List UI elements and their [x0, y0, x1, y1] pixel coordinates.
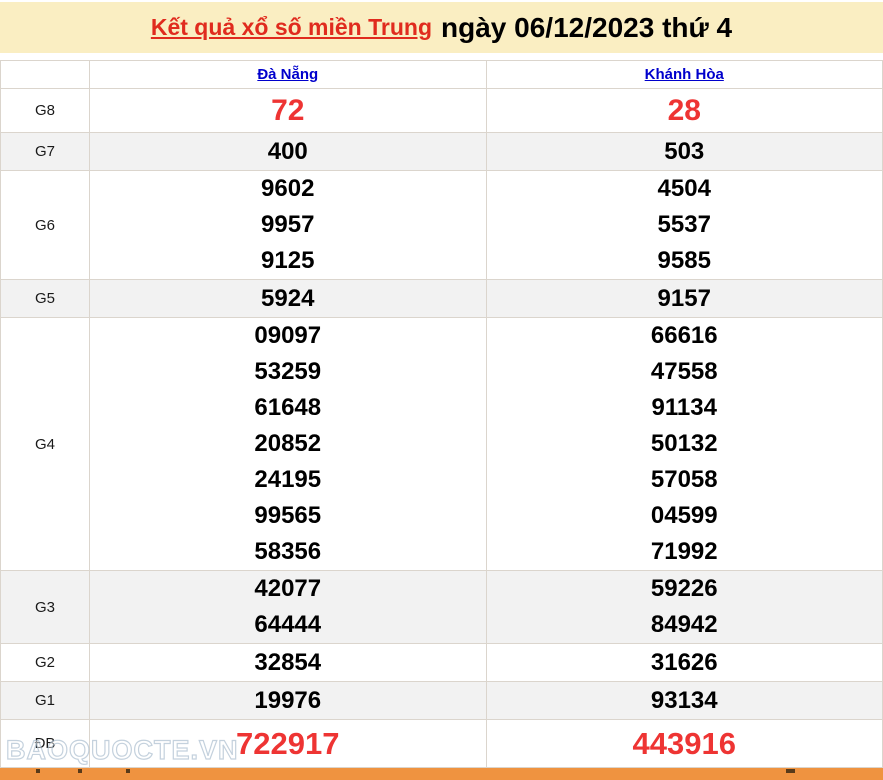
prize-label: ĐB	[0, 719, 90, 768]
number-value: 57058	[650, 466, 718, 493]
number-value: 66616	[650, 322, 718, 349]
prize-numbers-da-nang: 32854	[89, 643, 487, 682]
prize-numbers-khanh-hoa: 31626	[485, 643, 883, 682]
number-value: 5924	[261, 284, 315, 312]
number-value: 400	[267, 137, 308, 165]
prize-numbers-da-nang: 722917	[89, 719, 487, 768]
number-value: 4504	[657, 175, 711, 202]
cropped-text-remnant	[36, 769, 40, 773]
number-value: 72	[271, 94, 305, 127]
cropped-text-remnant	[78, 769, 82, 773]
prize-row-G2: G2 32854 31626	[0, 643, 883, 682]
prize-row-G7: G7 400 503	[0, 132, 883, 171]
number-value: 64444	[254, 611, 322, 638]
number-value: 9957	[261, 211, 315, 238]
prize-numbers-khanh-hoa: 59226 84942	[485, 570, 883, 644]
prize-row-G6: G6 9602 9957 9125 4504 5537 9585	[0, 170, 883, 280]
prize-label: G4	[0, 317, 90, 571]
prize-label: G5	[0, 279, 90, 318]
prize-numbers-khanh-hoa: 4504 5537 9585	[485, 170, 883, 280]
prize-numbers-khanh-hoa: 503	[485, 132, 883, 171]
number-value: 58356	[254, 538, 322, 565]
prize-numbers-da-nang: 72	[89, 88, 487, 133]
number-value: 84942	[650, 611, 718, 638]
prize-row-ĐB: ĐB 722917 443916	[0, 719, 883, 768]
prize-label: G3	[0, 570, 90, 644]
prize-numbers-da-nang: 5924	[89, 279, 487, 318]
prize-numbers-khanh-hoa: 9157	[485, 279, 883, 318]
number-value: 20852	[254, 430, 322, 457]
number-value: 61648	[254, 394, 322, 421]
prize-numbers-da-nang: 400	[89, 132, 487, 171]
number-value: 9125	[261, 247, 315, 274]
column-header-khanh-hoa: Khánh Hòa	[485, 60, 883, 89]
results-table-header: Đà Nẵng Khánh Hòa	[0, 60, 883, 89]
number-value: 04599	[650, 502, 718, 529]
number-value: 31626	[650, 648, 718, 676]
number-value: 59226	[650, 575, 718, 602]
number-value: 42077	[254, 575, 322, 602]
prize-label: G6	[0, 170, 90, 280]
prize-numbers-khanh-hoa: 443916	[485, 719, 883, 768]
prize-row-G3: G3 42077 64444 59226 84942	[0, 570, 883, 644]
prize-row-G5: G5 5924 9157	[0, 279, 883, 318]
number-value: 28	[667, 94, 701, 127]
results-body: G8 72 28 G7 400 503 G6 9602 9957 9125 4504 5537 9585…	[0, 88, 883, 768]
number-value: 9602	[261, 175, 315, 202]
prize-numbers-da-nang: 19976	[89, 681, 487, 720]
prize-label: G8	[0, 88, 90, 133]
khanh-hoa-link[interactable]: Khánh Hòa	[644, 66, 724, 83]
header-row: Đà Nẵng Khánh Hòa	[0, 60, 883, 89]
corner-cell	[0, 60, 90, 89]
prize-label: G1	[0, 681, 90, 720]
number-value: 19976	[254, 686, 322, 714]
number-value: 71992	[650, 538, 718, 565]
number-value: 443916	[632, 726, 736, 761]
number-value: 99565	[254, 502, 322, 529]
title-link[interactable]: Kết quả xổ số miền Trung	[150, 14, 433, 40]
number-value: 9157	[657, 284, 711, 312]
cropped-text-remnant	[126, 769, 130, 773]
prize-row-G8: G8 72 28	[0, 88, 883, 133]
number-value: 5537	[657, 211, 711, 238]
number-value: 09097	[254, 322, 322, 349]
prize-numbers-da-nang: 09097 53259 61648 20852 24195 99565 58356	[89, 317, 487, 571]
prize-numbers-da-nang: 42077 64444	[89, 570, 487, 644]
number-value: 9585	[657, 247, 711, 274]
number-value: 24195	[254, 466, 322, 493]
prize-numbers-da-nang: 9602 9957 9125	[89, 170, 487, 280]
title-bar: Kết quả xổ số miền Trung ngày 06/12/2023…	[0, 2, 883, 53]
number-value: 32854	[254, 648, 322, 676]
number-value: 53259	[254, 358, 322, 385]
column-header-da-nang: Đà Nẵng	[89, 60, 487, 89]
number-value: 93134	[650, 686, 718, 714]
prize-numbers-khanh-hoa: 66616 47558 91134 50132 57058 04599 71992	[485, 317, 883, 571]
prize-label: G7	[0, 132, 90, 171]
number-value: 50132	[650, 430, 718, 457]
lottery-results-table: Đà Nẵng Khánh Hòa G8 72 28 G7 400 503 G6 9602 99…	[0, 60, 883, 768]
da-nang-link[interactable]: Đà Nẵng	[257, 66, 319, 83]
prize-numbers-khanh-hoa: 28	[485, 88, 883, 133]
number-value: 722917	[236, 726, 340, 761]
prize-row-G4: G4 09097 53259 61648 20852 24195 99565 58356 666…	[0, 317, 883, 571]
prize-label: G2	[0, 643, 90, 682]
number-value: 503	[664, 137, 705, 165]
number-value: 91134	[651, 394, 717, 421]
number-value: 47558	[650, 358, 718, 385]
bottom-orange-bar	[0, 768, 883, 780]
prize-row-G1: G1 19976 93134	[0, 681, 883, 720]
title-date: ngày 06/12/2023 thứ 4	[441, 11, 733, 43]
prize-numbers-khanh-hoa: 93134	[485, 681, 883, 720]
cropped-text-remnant	[786, 769, 795, 773]
